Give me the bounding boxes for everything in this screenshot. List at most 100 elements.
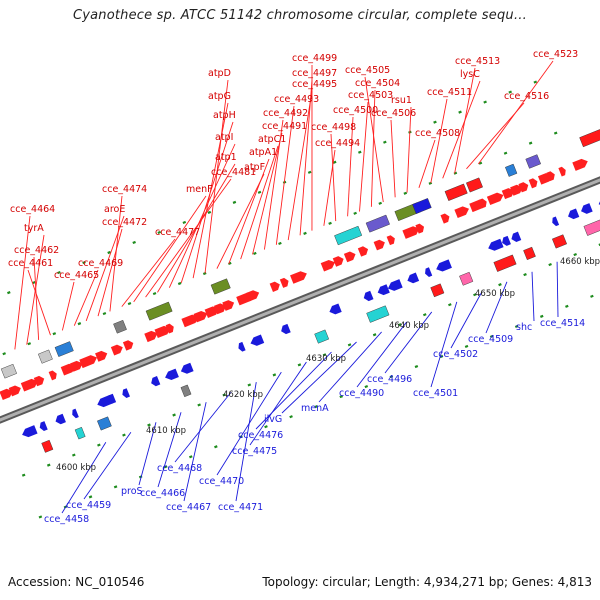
gene-feature[interactable] <box>95 349 109 362</box>
gene-label-upper[interactable]: aroE <box>104 204 125 215</box>
gene-label-upper[interactable]: lysC <box>460 69 480 80</box>
gene-feature[interactable] <box>237 341 246 353</box>
gene-feature[interactable] <box>328 303 342 316</box>
gene-label-lower[interactable]: proS <box>121 486 143 497</box>
gene-feature[interactable] <box>246 288 260 302</box>
gene-feature[interactable] <box>121 388 130 399</box>
gene-label-upper[interactable]: cce_4500 <box>333 105 378 116</box>
gene-label-lower[interactable]: cce_4468 <box>157 463 202 474</box>
gene-feature[interactable] <box>20 377 40 392</box>
gene-feature[interactable] <box>33 374 46 387</box>
gene-label-upper[interactable]: cce_4461 <box>8 258 53 269</box>
gene-feature[interactable] <box>402 224 421 239</box>
gene-label-upper[interactable]: atpD <box>208 68 231 79</box>
gene-feature[interactable] <box>163 368 179 382</box>
gene-label-lower[interactable]: menA <box>301 403 329 414</box>
gene-feature[interactable] <box>41 439 54 453</box>
gene-feature[interactable] <box>279 277 290 288</box>
gene-label-lower[interactable]: cce_4466 <box>140 488 185 499</box>
gene-label-upper[interactable]: tyrA <box>24 223 44 234</box>
gene-feature[interactable] <box>38 421 48 432</box>
gene-feature[interactable] <box>366 305 390 323</box>
gene-feature[interactable] <box>435 259 452 273</box>
gene-feature[interactable] <box>70 359 84 372</box>
gene-label-upper[interactable]: cce_4474 <box>102 184 147 195</box>
gene-feature[interactable] <box>79 353 98 369</box>
gene-feature[interactable] <box>343 250 357 263</box>
gene-feature[interactable] <box>48 369 59 381</box>
gene-label-upper[interactable]: atpG <box>208 91 231 102</box>
gene-feature[interactable] <box>210 278 231 295</box>
gene-feature[interactable] <box>454 205 470 219</box>
gene-label-upper[interactable]: atpI <box>215 132 233 143</box>
gene-feature[interactable] <box>566 208 580 220</box>
gene-feature[interactable] <box>373 238 387 251</box>
gene-feature[interactable] <box>493 254 517 272</box>
gene-feature[interactable] <box>54 341 74 357</box>
gene-feature[interactable] <box>466 177 483 193</box>
gene-feature[interactable] <box>113 319 127 334</box>
gene-feature[interactable] <box>579 203 593 215</box>
gene-label-lower[interactable]: cce_4509 <box>468 334 513 345</box>
gene-feature[interactable] <box>249 334 265 348</box>
gene-label-lower[interactable]: cce_4490 <box>339 388 384 399</box>
gene-feature[interactable] <box>149 376 161 387</box>
gene-feature[interactable] <box>551 234 567 249</box>
gene-feature[interactable] <box>71 408 79 419</box>
gene-label-lower[interactable]: cce_4470 <box>199 476 244 487</box>
gene-feature[interactable] <box>528 177 539 189</box>
gene-feature[interactable] <box>478 197 489 209</box>
gene-feature[interactable] <box>180 384 192 398</box>
gene-feature[interactable] <box>518 181 529 193</box>
gene-label-lower[interactable]: cce_4475 <box>232 446 277 457</box>
gene-label-upper[interactable]: cce_4523 <box>533 49 578 60</box>
gene-label-lower[interactable]: cce_4476 <box>238 430 283 441</box>
gene-feature[interactable] <box>122 339 135 351</box>
gene-feature[interactable] <box>501 186 516 200</box>
gene-label-upper[interactable]: cce_4472 <box>102 217 147 228</box>
gene-feature[interactable] <box>165 323 176 334</box>
gene-feature[interactable] <box>334 225 363 246</box>
gene-feature[interactable] <box>510 231 522 244</box>
gene-label-upper[interactable]: cce_4505 <box>345 65 390 76</box>
gene-label-upper[interactable]: cce_4491 <box>262 121 307 132</box>
gene-feature[interactable] <box>572 157 589 171</box>
gene-feature[interactable] <box>505 163 518 177</box>
gene-label-lower[interactable]: shc <box>516 322 532 333</box>
gene-label-upper[interactable]: rsu1 <box>391 95 412 106</box>
gene-feature[interactable] <box>386 279 403 293</box>
gene-feature[interactable] <box>440 212 451 224</box>
gene-label-upper[interactable]: cce_4462 <box>14 245 59 256</box>
gene-label-upper[interactable]: cce_4495 <box>292 79 337 90</box>
gene-feature[interactable] <box>459 271 474 286</box>
gene-label-lower[interactable]: cce_4496 <box>367 374 412 385</box>
gene-feature[interactable] <box>558 166 567 177</box>
gene-feature[interactable] <box>386 234 397 246</box>
gene-feature[interactable] <box>487 238 504 253</box>
gene-feature[interactable] <box>279 323 291 336</box>
gene-label-upper[interactable]: cce_4506 <box>371 108 416 119</box>
gene-label-upper[interactable]: cce_4492 <box>263 108 308 119</box>
gene-feature[interactable] <box>110 343 125 356</box>
gene-feature[interactable] <box>20 425 38 439</box>
gene-feature[interactable] <box>510 183 524 196</box>
gene-feature[interactable] <box>546 170 556 182</box>
gene-label-upper[interactable]: atpA1 <box>249 147 277 158</box>
gene-feature[interactable] <box>106 393 117 405</box>
gene-feature[interactable] <box>415 223 425 234</box>
gene-label-lower[interactable]: cce_4458 <box>44 514 89 525</box>
gene-feature[interactable] <box>444 183 468 201</box>
gene-feature[interactable] <box>179 362 194 376</box>
gene-feature[interactable] <box>145 301 173 321</box>
gene-label-upper[interactable]: cce_4503 <box>348 90 393 101</box>
gene-feature[interactable] <box>551 216 560 227</box>
gene-label-upper[interactable]: cce_4469 <box>78 258 123 269</box>
gene-label-lower[interactable]: ilvG <box>264 414 282 425</box>
gene-label-upper[interactable]: atpC1 <box>258 134 286 145</box>
gene-label-upper[interactable]: cce_4499 <box>292 53 337 64</box>
gene-feature[interactable] <box>213 302 228 315</box>
gene-feature[interactable] <box>54 413 66 426</box>
gene-label-upper[interactable]: cce_4511 <box>427 87 472 98</box>
gene-label-upper[interactable]: cce_4497 <box>292 68 337 79</box>
